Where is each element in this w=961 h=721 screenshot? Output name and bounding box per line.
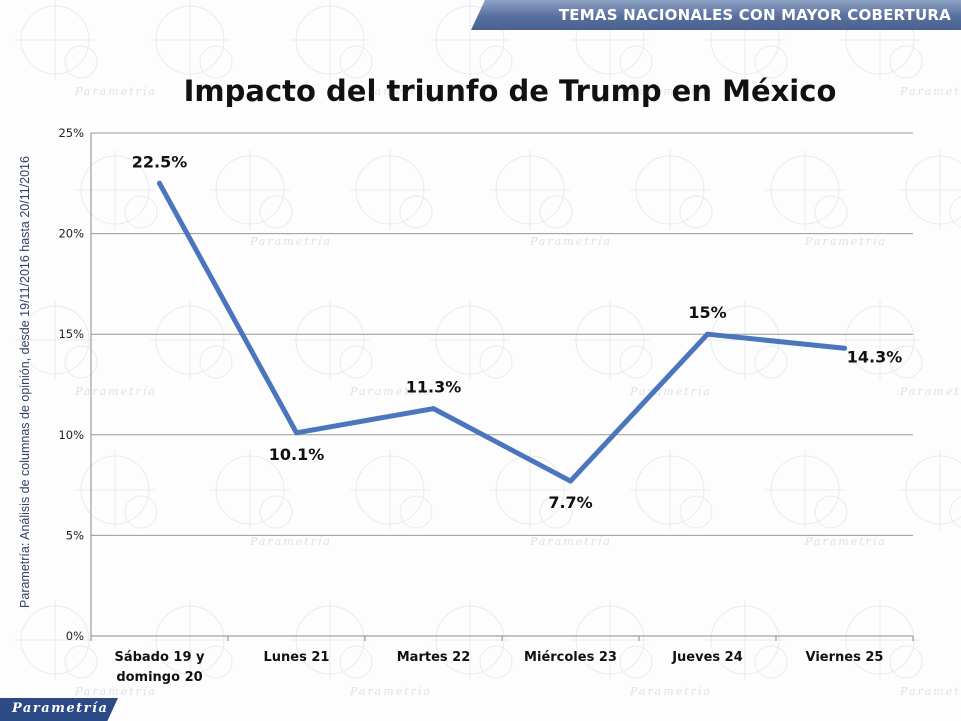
footer-logo: Parametría [0,698,118,721]
data-label: 14.3% [847,347,903,366]
data-label: 15% [688,303,726,322]
watermark-words: Parametría Parametría Parametría Parametría… [74,85,961,698]
x-tick-label: Jueves 24 [671,650,743,665]
svg-text:Parametría: Parametría [74,85,157,98]
data-labels: 22.5% 10.1% 11.3% 7.7% 15% 14.3% [132,152,903,512]
data-point [157,180,162,186]
x-tick-label: Sábado 19 y domingo 20 [114,650,205,685]
svg-text:Parametría: Parametría [249,235,332,248]
y-gridlines [91,132,913,637]
y-tick-labels: 0% 5% 10% 15% 20% 25% [58,126,84,643]
x-tick-label: Miércoles 23 [524,650,617,665]
data-point [431,406,436,412]
chart-title: Impacto del triunfo de Trump en México [183,74,837,108]
svg-text:Parametría: Parametría [899,85,961,98]
data-point [568,478,573,484]
data-label: 7.7% [548,493,592,512]
x-tick-label: Martes 22 [397,650,471,665]
data-label: 11.3% [406,378,462,397]
banner-title: TEMAS NACIONALES CON MAYOR COBERTURA [558,6,951,24]
svg-text:Parametría: Parametría [249,535,332,548]
svg-text:Parametría: Parametría [74,685,157,698]
y-tick-label: 10% [58,428,84,442]
svg-text:Parametría: Parametría [804,235,887,248]
watermark-pattern [15,0,961,680]
svg-text:Parametría: Parametría [899,685,961,698]
x-tick-labels: Sábado 19 y domingo 20 Lunes 21 Martes 22 Mi… [114,650,883,685]
series-line [157,180,847,484]
svg-text:Parametría: Parametría [349,385,432,398]
y-tick-label: 5% [66,528,84,542]
data-point [294,430,299,436]
header-banner: TEMAS NACIONALES CON MAYOR COBERTURA [471,0,961,30]
svg-text:Parametría: Parametría [349,85,432,98]
svg-text:Parametría: Parametría [899,385,961,398]
svg-text:Parametría: Parametría [804,535,887,548]
y-tick-label: 0% [66,629,84,643]
svg-text:Parametría: Parametría [349,685,432,698]
svg-text:Parametría: Parametría [629,685,712,698]
svg-text:Parametría: Parametría [529,535,612,548]
data-label: 22.5% [132,152,188,171]
svg-text:Parametría: Parametría [629,85,712,98]
footer-logo-text: Parametría [12,701,109,716]
x-tick-label: Lunes 21 [264,650,330,665]
data-point [705,331,710,337]
x-tick-marks [90,636,914,641]
data-points [157,180,847,484]
y-tick-label: 20% [58,227,84,241]
svg-text:Parametría: Parametría [74,385,157,398]
data-point [842,345,847,351]
x-tick-label: Viernes 25 [806,650,884,665]
y-tick-label: 15% [58,327,84,341]
y-tick-label: 25% [58,126,84,140]
svg-text:Parametría: Parametría [529,235,612,248]
data-label: 10.1% [269,445,325,464]
